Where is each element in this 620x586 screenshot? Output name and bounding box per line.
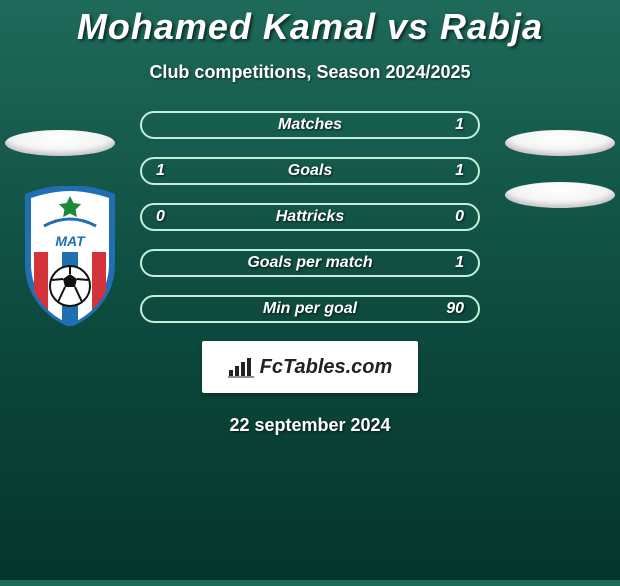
stat-label: Goals <box>196 162 424 180</box>
stats-table: Matches 1 1 Goals 1 0 Hattricks 0 Goals … <box>140 111 480 323</box>
stat-left-value: 1 <box>156 162 196 180</box>
stat-right-value: 90 <box>424 300 464 318</box>
bar-chart-icon <box>228 356 254 378</box>
stat-row-goals: 1 Goals 1 <box>140 157 480 185</box>
stat-left-value: 0 <box>156 208 196 226</box>
attribution-text: FcTables.com <box>260 356 393 379</box>
stat-label: Hattricks <box>196 208 424 226</box>
stat-label: Goals per match <box>196 254 424 272</box>
page-subtitle: Club competitions, Season 2024/2025 <box>0 62 620 83</box>
infographic-date: 22 september 2024 <box>0 415 620 436</box>
stat-row-min-per-goal: Min per goal 90 <box>140 295 480 323</box>
stat-row-goals-per-match: Goals per match 1 <box>140 249 480 277</box>
player-photo-placeholder-left <box>5 130 115 156</box>
stat-label: Matches <box>196 116 424 134</box>
stat-row-matches: Matches 1 <box>140 111 480 139</box>
crest-monogram: MAT <box>55 233 86 249</box>
stat-right-value: 1 <box>424 254 464 272</box>
page-title: Mohamed Kamal vs Rabja <box>0 6 620 48</box>
attribution-badge: FcTables.com <box>202 341 418 393</box>
stat-row-hattricks: 0 Hattricks 0 <box>140 203 480 231</box>
stat-right-value: 0 <box>424 208 464 226</box>
player-photo-placeholder-right <box>505 130 615 156</box>
club-crest-placeholder-right <box>505 182 615 208</box>
stat-right-value: 1 <box>424 162 464 180</box>
club-crest-left: MAT <box>20 186 120 326</box>
stat-label: Min per goal <box>196 300 424 318</box>
stat-right-value: 1 <box>424 116 464 134</box>
